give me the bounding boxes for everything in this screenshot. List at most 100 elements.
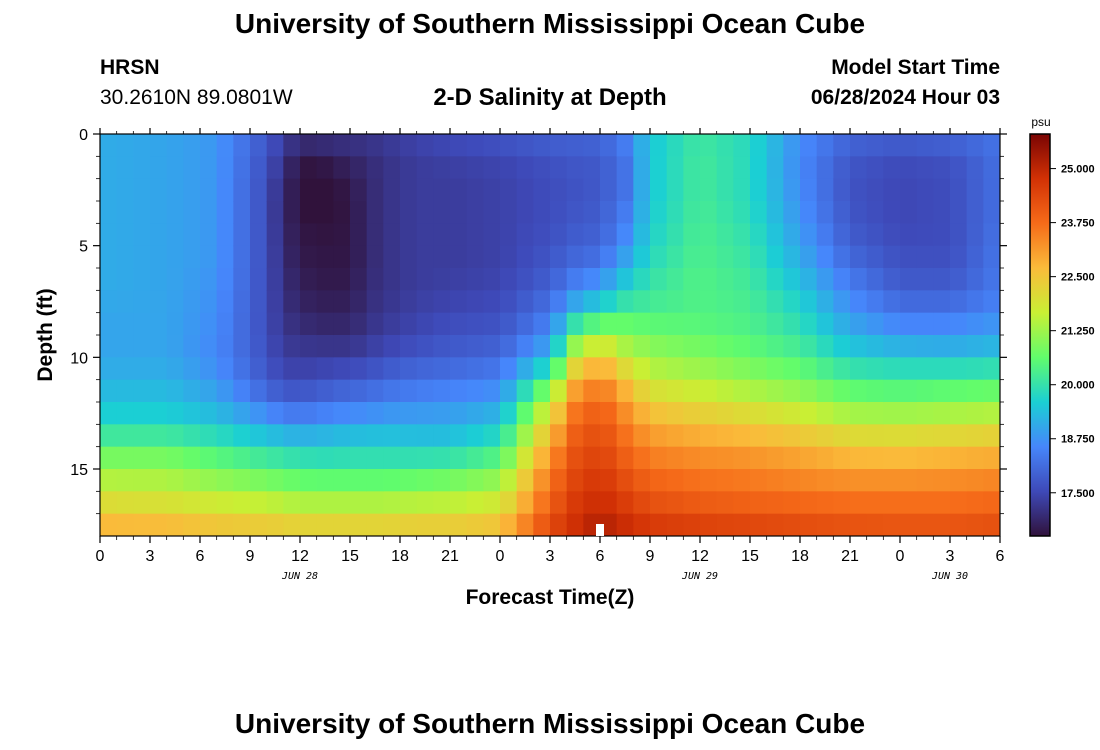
heatmap-cell bbox=[683, 469, 701, 492]
heatmap-cell bbox=[800, 156, 818, 180]
heatmap-cell bbox=[900, 424, 918, 448]
heatmap-cell bbox=[450, 178, 468, 202]
heatmap-cell bbox=[400, 402, 418, 425]
heatmap-cell bbox=[416, 156, 434, 180]
heatmap-cell bbox=[200, 491, 218, 515]
heatmap-cell bbox=[466, 134, 484, 157]
heatmap-cell bbox=[250, 290, 268, 314]
heatmap-cell bbox=[516, 134, 534, 157]
heatmap-cell bbox=[666, 312, 684, 336]
heatmap-cell bbox=[600, 245, 618, 269]
heatmap-cell bbox=[966, 491, 984, 515]
heatmap-cell bbox=[266, 290, 284, 314]
heatmap-cell bbox=[733, 446, 751, 470]
heatmap-cell bbox=[866, 201, 884, 224]
heatmap-cell bbox=[533, 178, 551, 202]
y-axis: 0 5 10 15 bbox=[70, 127, 1007, 515]
heatmap-cell bbox=[366, 312, 384, 336]
heatmap-cell bbox=[716, 134, 734, 157]
heatmap-cell bbox=[816, 424, 834, 448]
heatmap-cell bbox=[833, 134, 851, 157]
heatmap-cell bbox=[750, 245, 768, 269]
heatmap-cell bbox=[466, 268, 484, 291]
heatmap-cell bbox=[883, 469, 901, 492]
heatmap-cell bbox=[116, 357, 134, 381]
heatmap-cell bbox=[583, 469, 601, 492]
heatmap-cell bbox=[183, 223, 201, 247]
heatmap-cell bbox=[150, 491, 168, 515]
heatmap-cell bbox=[816, 379, 834, 403]
x-axis: 0 3 6 9 12 15 18 21 0 3 6 9 12 15 18 21 0 3 6 bbox=[96, 128, 1005, 565]
heatmap-cell bbox=[916, 223, 934, 247]
heatmap-cell bbox=[833, 446, 851, 470]
heatmap-cell bbox=[566, 268, 584, 291]
station-coordinates: 30.2610N 89.0801W bbox=[100, 86, 293, 109]
heatmap-cell bbox=[683, 223, 701, 247]
heatmap-cell bbox=[350, 402, 368, 425]
heatmap-cell bbox=[216, 178, 234, 202]
heatmap-cell bbox=[283, 245, 301, 269]
heatmap-cell bbox=[133, 290, 151, 314]
heatmap-cell bbox=[583, 223, 601, 247]
heatmap-cell bbox=[683, 446, 701, 470]
heatmap-cell bbox=[816, 156, 834, 180]
heatmap-cell bbox=[316, 312, 334, 336]
heatmap-cell bbox=[433, 201, 451, 224]
heatmap-cell bbox=[216, 312, 234, 336]
heatmap-cell bbox=[200, 379, 218, 403]
heatmap-cell bbox=[300, 424, 318, 448]
heatmap-cell bbox=[716, 312, 734, 336]
heatmap-cell bbox=[966, 134, 984, 157]
heatmap-cell bbox=[366, 446, 384, 470]
heatmap-cell bbox=[100, 513, 118, 536]
heatmap-cell bbox=[750, 357, 768, 381]
heatmap-cell bbox=[600, 469, 618, 492]
heatmap-cell bbox=[233, 223, 251, 247]
heatmap-cell bbox=[316, 245, 334, 269]
heatmap-cell bbox=[966, 335, 984, 358]
heatmap-cell bbox=[833, 156, 851, 180]
heatmap-cell bbox=[533, 379, 551, 403]
heatmap-cell bbox=[450, 335, 468, 358]
heatmap-cell bbox=[133, 268, 151, 291]
heatmap-cell bbox=[900, 245, 918, 269]
heatmap-cell bbox=[950, 290, 968, 314]
heatmap-cell bbox=[416, 513, 434, 536]
heatmap-cell bbox=[250, 513, 268, 536]
heatmap-cell bbox=[183, 446, 201, 470]
heatmap-cell bbox=[866, 223, 884, 247]
heatmap-cell bbox=[316, 379, 334, 403]
heatmap-cell bbox=[566, 335, 584, 358]
heatmap-cell bbox=[483, 268, 501, 291]
colorbar-unit: psu bbox=[1031, 115, 1050, 129]
heatmap-cell bbox=[516, 402, 534, 425]
heatmap-cell bbox=[183, 290, 201, 314]
heatmap-cell bbox=[616, 469, 634, 492]
heatmap-cell bbox=[883, 156, 901, 180]
heatmap-cell bbox=[883, 201, 901, 224]
heatmap-cell bbox=[716, 223, 734, 247]
heatmap-cell bbox=[116, 446, 134, 470]
heatmap-cell bbox=[400, 335, 418, 358]
x-tick-label: 9 bbox=[646, 548, 655, 565]
heatmap-cell bbox=[533, 156, 551, 180]
heatmap-cell bbox=[650, 424, 668, 448]
heatmap-cell bbox=[233, 290, 251, 314]
heatmap-cell bbox=[866, 290, 884, 314]
heatmap-cell bbox=[216, 446, 234, 470]
heatmap-cell bbox=[133, 446, 151, 470]
heatmap-cell bbox=[400, 178, 418, 202]
heatmap-cell bbox=[816, 312, 834, 336]
heatmap-cell bbox=[300, 245, 318, 269]
heatmap-cell bbox=[466, 201, 484, 224]
heatmap-cell bbox=[500, 424, 518, 448]
heatmap-cell bbox=[900, 178, 918, 202]
heatmap-cell bbox=[833, 379, 851, 403]
heatmap-cell bbox=[900, 379, 918, 403]
heatmap-cell bbox=[366, 357, 384, 381]
heatmap-cell bbox=[650, 446, 668, 470]
heatmap-cell bbox=[400, 312, 418, 336]
heatmap-cell bbox=[800, 290, 818, 314]
heatmap-cell bbox=[183, 134, 201, 157]
heatmap-cell bbox=[550, 134, 568, 157]
